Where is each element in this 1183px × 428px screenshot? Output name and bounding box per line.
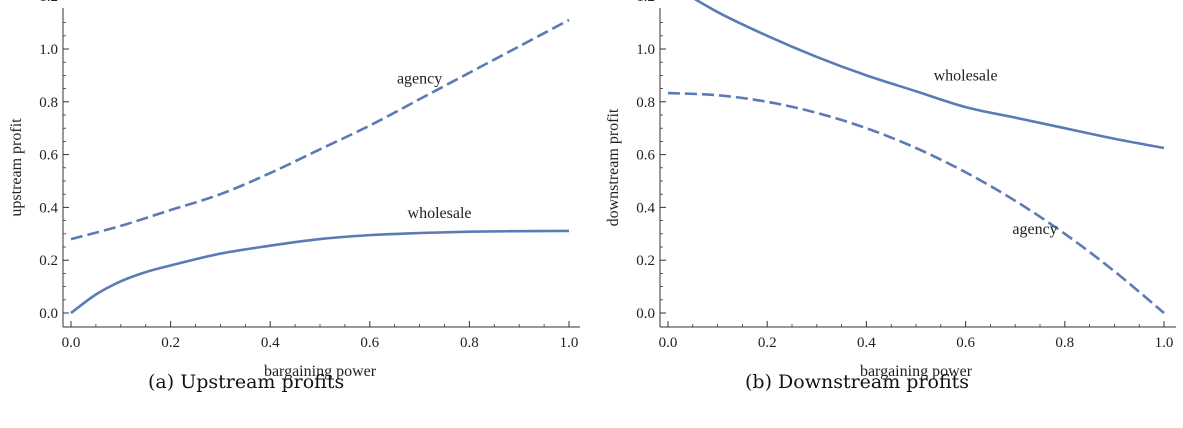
- y-tick-label: 0.2: [39, 253, 58, 269]
- x-tick-label: 0.4: [857, 335, 876, 351]
- x-tick-label: 0.4: [261, 335, 280, 351]
- x-tick-label: 0.0: [659, 335, 678, 351]
- y-axis-label: upstream profit: [8, 118, 25, 217]
- x-axis-label: bargaining power: [264, 363, 377, 380]
- y-tick-label: 0.6: [636, 148, 655, 164]
- series-line-wholesale: [693, 0, 1165, 150]
- x-tick-label: 0.2: [758, 335, 777, 351]
- caption-upstream-profits: (a) Upstream profits: [148, 371, 345, 393]
- x-tick-label: 0.6: [360, 335, 379, 351]
- y-tick-label: 0.4: [39, 200, 58, 216]
- x-tick-label: 0.8: [460, 335, 479, 351]
- annotation-agency: agency: [1012, 221, 1057, 238]
- annotation-wholesale: wholesale: [408, 205, 472, 222]
- y-tick-label: 1.0: [39, 42, 58, 58]
- x-tick-label: 0.8: [1055, 335, 1074, 351]
- y-tick-label: 0.6: [39, 148, 58, 164]
- y-tick-label: 1.2: [39, 0, 58, 5]
- series-line-wholesale: [70, 229, 570, 315]
- annotation-wholesale: wholesale: [934, 68, 998, 85]
- y-tick-label: 0.2: [636, 253, 655, 269]
- downstream-profits-chart: 0.0 0.2 0.4 0.6 0.8 1.0 0.0 0.2 0.4 0.6 0.8 1.0 1.2 b…: [605, 0, 1176, 380]
- y-tick-label: 0.0: [39, 306, 58, 322]
- x-tick-label: 1.0: [1155, 335, 1174, 351]
- y-tick-label: 0.4: [636, 200, 655, 216]
- series-line-agency: [70, 18, 570, 241]
- y-tick-label: 0.8: [636, 95, 655, 111]
- caption-downstream-profits: (b) Downstream profits: [745, 371, 970, 393]
- y-tick-label: 1.0: [636, 42, 655, 58]
- y-tick-label: 0.0: [636, 306, 655, 322]
- annotation-agency: agency: [397, 70, 442, 87]
- upstream-profits-chart: 0.0 0.2 0.4 0.6 0.8 1.0 0.0 0.2 0.4 0.6 0.8 1.0 1.2 b…: [8, 0, 580, 380]
- x-tick-label: 0.2: [161, 335, 180, 351]
- y-tick-label: 1.2: [636, 0, 655, 5]
- x-tick-label: 0.6: [956, 335, 975, 351]
- series-line-agency: [667, 91, 1165, 314]
- x-tick-label: 0.0: [62, 335, 81, 351]
- x-tick-label: 1.0: [560, 335, 579, 351]
- x-axis-label: bargaining power: [860, 363, 973, 380]
- y-axis-label: downstream profit: [605, 108, 622, 226]
- y-tick-label: 0.8: [39, 95, 58, 111]
